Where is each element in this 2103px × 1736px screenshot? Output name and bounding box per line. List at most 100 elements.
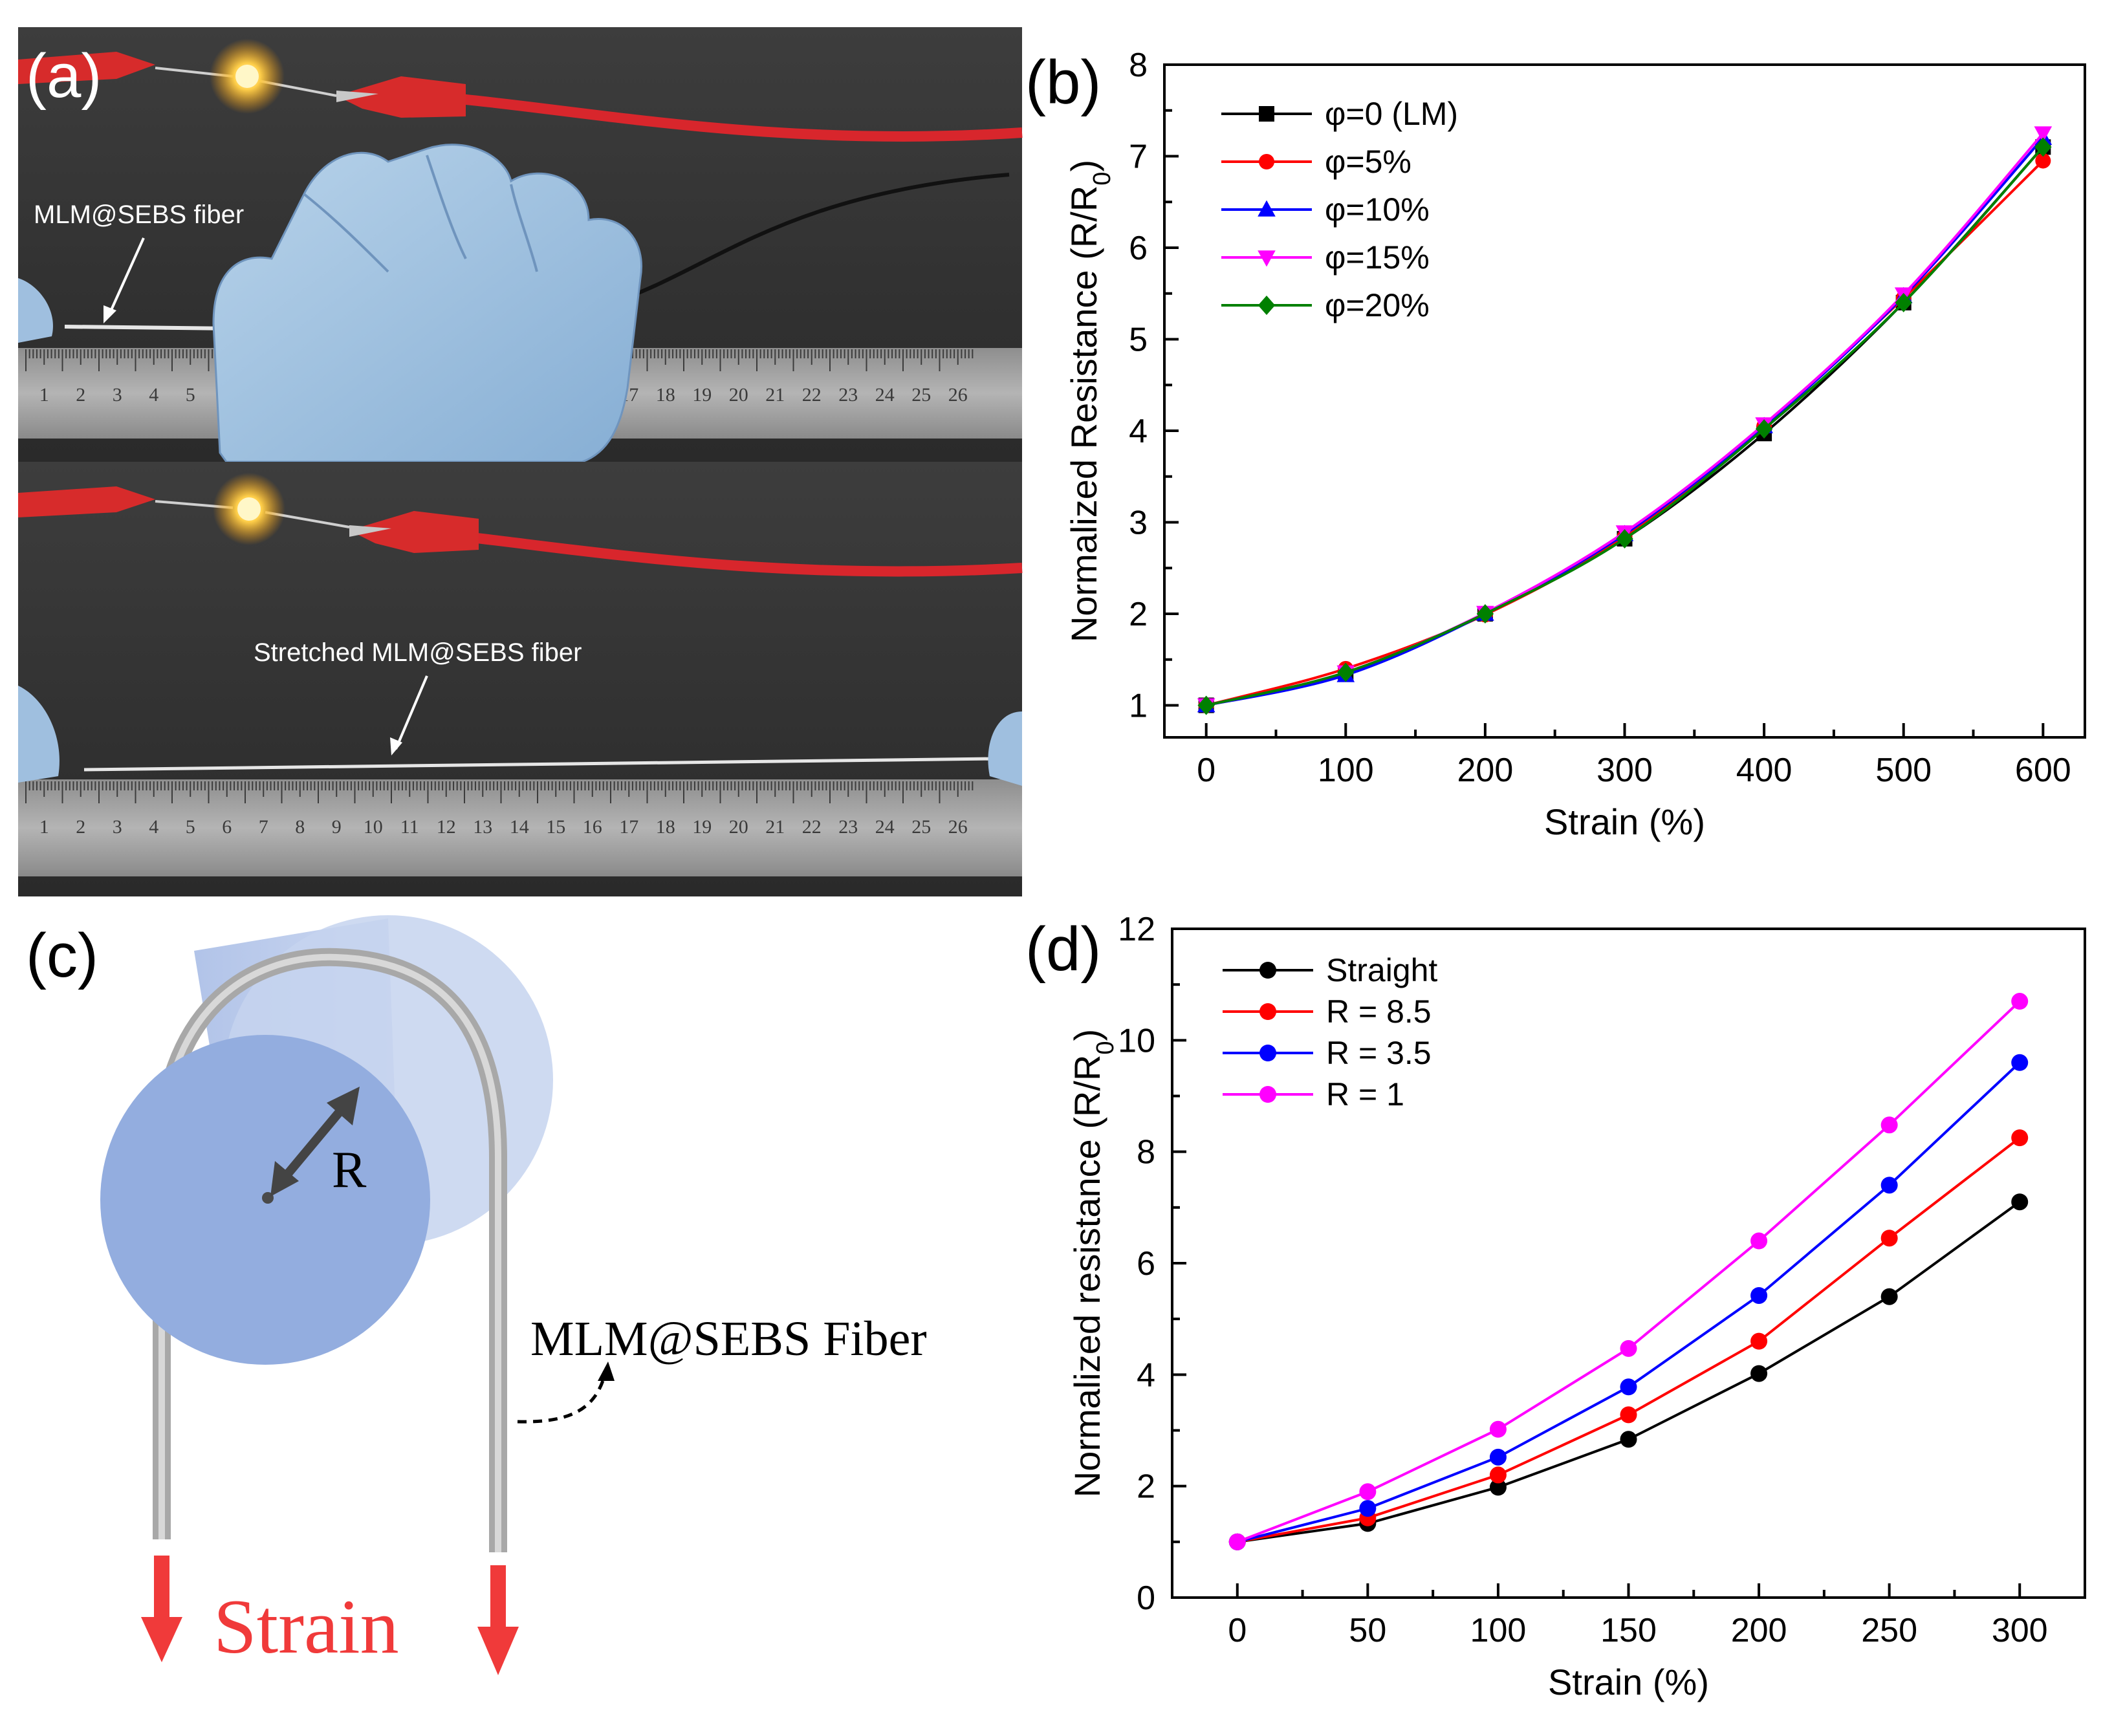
- ruler-number: 3: [113, 384, 122, 406]
- clip-jaw: [336, 91, 378, 102]
- legend-marker: [1259, 1086, 1276, 1103]
- legend-marker: [1259, 1045, 1276, 1061]
- plot-frame: [1171, 928, 2086, 1599]
- data-point: [1359, 1483, 1377, 1501]
- radius-arrowhead: [270, 1161, 299, 1197]
- ruler-number: 26: [948, 384, 968, 406]
- ruler-number: 23: [838, 816, 858, 838]
- fiber-label: MLM@SEBS Fiber: [530, 1312, 927, 1366]
- legend-label: Straight: [1326, 952, 1437, 988]
- thumb-right: [988, 711, 1022, 786]
- legend-label: R = 3.5: [1326, 1035, 1432, 1071]
- legend-marker: [1259, 154, 1274, 169]
- legend-label: φ=10%: [1325, 191, 1430, 228]
- legend-marker: [1259, 962, 1276, 979]
- data-point: [1880, 1177, 1898, 1194]
- clip-jaw: [349, 525, 391, 537]
- ruler-number: 3: [113, 816, 122, 838]
- annotation-arrow: [107, 237, 145, 316]
- strain-arrow-left-shaft: [154, 1556, 169, 1627]
- ruler-number: 21: [765, 816, 785, 838]
- y-tick-label: 4: [1137, 1356, 1155, 1394]
- ruler-number: 7: [259, 816, 268, 838]
- ruler-number: 26: [948, 816, 968, 838]
- panel-label-d: (d): [1025, 915, 1101, 984]
- y-axis-title: Normalized Resistance (R/R0): [1063, 160, 1116, 642]
- data-point: [2011, 1129, 2029, 1147]
- ruler-number: 8: [295, 816, 305, 838]
- series-line: [1237, 1136, 2021, 1543]
- ruler-ticks: [25, 781, 974, 803]
- legend-label: φ=5%: [1325, 144, 1411, 180]
- y-tick-label: 1: [1129, 687, 1148, 724]
- series: [1197, 137, 2052, 715]
- x-tick-label: 250: [1861, 1612, 1917, 1649]
- data-point: [1337, 662, 1355, 682]
- y-tick-label: 6: [1137, 1245, 1155, 1283]
- ruler-number: 20: [729, 384, 748, 406]
- strain-arrow-right-shaft: [490, 1565, 506, 1636]
- y-tick-label: 5: [1129, 321, 1148, 358]
- data-point: [2034, 126, 2053, 143]
- data-point: [1620, 1431, 1637, 1448]
- ruler-number: 15: [546, 816, 565, 838]
- ruler-numbers: 1 2 3 4 5 17 18 19 20 21 22 23 24 25 26: [39, 384, 968, 406]
- y-axis-title: Normalized resistance (R/R0): [1067, 1029, 1119, 1497]
- x-tick-label: 300: [1992, 1612, 2048, 1649]
- glove: [212, 144, 642, 463]
- ruler-number: 9: [332, 816, 342, 838]
- panel-label-c: (c): [26, 921, 98, 990]
- led: [237, 497, 261, 521]
- y-tick-label: 4: [1129, 413, 1148, 450]
- fiber-wrap-highlight: [158, 953, 501, 1552]
- strain-arrow-left-head: [141, 1617, 182, 1662]
- ruler-number: 4: [149, 384, 158, 406]
- ruler-number: 5: [186, 384, 195, 406]
- ruler-number: 17: [619, 816, 638, 838]
- fiber: [64, 325, 234, 331]
- series-line: [1237, 1061, 2021, 1543]
- ruler-number: 18: [656, 384, 675, 406]
- ruler-numbers: 1 2 3 4 5 6 7 8 9 10 11 12 13 14 15 16 17 18 19 20 21 22 23 24 2…: [39, 816, 968, 838]
- ruler-number: 1: [39, 816, 49, 838]
- ruler-number: 5: [186, 816, 195, 838]
- y-tick-label: 2: [1137, 1468, 1155, 1506]
- photo-bottom-label: Stretched MLM@SEBS fiber: [254, 638, 582, 667]
- y-tick-label: 12: [1118, 911, 1155, 948]
- data-point: [1750, 1365, 1768, 1382]
- data-point: [2011, 1193, 2029, 1211]
- strain-label: Strain: [213, 1583, 399, 1669]
- ruler-number: 19: [692, 816, 712, 838]
- x-tick-label: 100: [1318, 752, 1374, 789]
- legend-label: φ=15%: [1325, 239, 1430, 276]
- data-point: [1880, 1230, 1898, 1247]
- x-tick-label: 300: [1596, 752, 1653, 789]
- data-point: [1476, 603, 1494, 624]
- ruler-number: 20: [729, 816, 748, 838]
- photo-panel: 1 2 3 4 5 17 18 19 20 21 22 23 24 25 26 MLM@SEBS fiber…: [18, 27, 1023, 896]
- annotation-arrow: [395, 675, 428, 750]
- arrowhead: [390, 737, 402, 755]
- data-point: [1750, 1286, 1768, 1304]
- radius-arrowhead: [327, 1087, 360, 1125]
- strain-arrow-right-head: [477, 1627, 519, 1675]
- ruler-number: 23: [838, 384, 858, 406]
- arrowhead: [104, 305, 116, 323]
- y-tick-label: 8: [1129, 47, 1148, 84]
- bending-diagram: (c) R MLM@SEBS Fiber Strain: [26, 915, 927, 1675]
- x-tick-label: 200: [1457, 752, 1514, 789]
- x-axis-title: Strain (%): [1548, 1662, 1709, 1702]
- photo-top-label: MLM@SEBS fiber: [34, 201, 244, 229]
- data-point: [1750, 1332, 1768, 1350]
- panel-label-a: (a): [26, 41, 102, 111]
- ruler-number: 25: [911, 384, 931, 406]
- black-wire: [607, 173, 1010, 306]
- series: [1228, 1193, 2029, 1550]
- dashed-arrow: [517, 1374, 607, 1424]
- ruler-number: 24: [875, 384, 895, 406]
- data-point: [2011, 993, 2029, 1010]
- ruler-number: 1: [39, 384, 49, 406]
- ruler-number: 22: [802, 816, 822, 838]
- data-point: [1880, 1116, 1898, 1134]
